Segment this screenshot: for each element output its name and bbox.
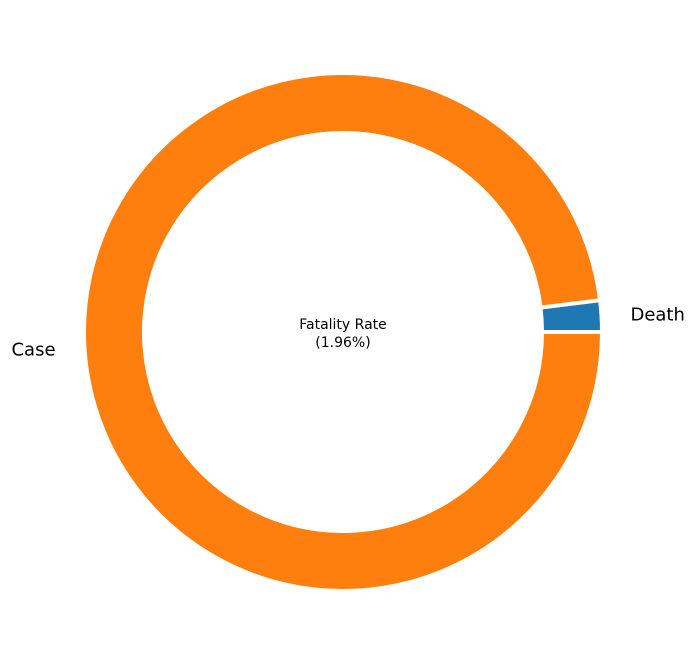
donut-slices	[82, 71, 605, 593]
slice-label-death: Death	[630, 304, 684, 325]
slice-label-case: Case	[11, 340, 55, 361]
slice-labels: Death Case	[11, 304, 684, 360]
slice-case	[82, 71, 605, 593]
center-label-line2: (1.96%)	[315, 335, 370, 351]
center-label-line1: Fatality Rate	[299, 317, 387, 333]
